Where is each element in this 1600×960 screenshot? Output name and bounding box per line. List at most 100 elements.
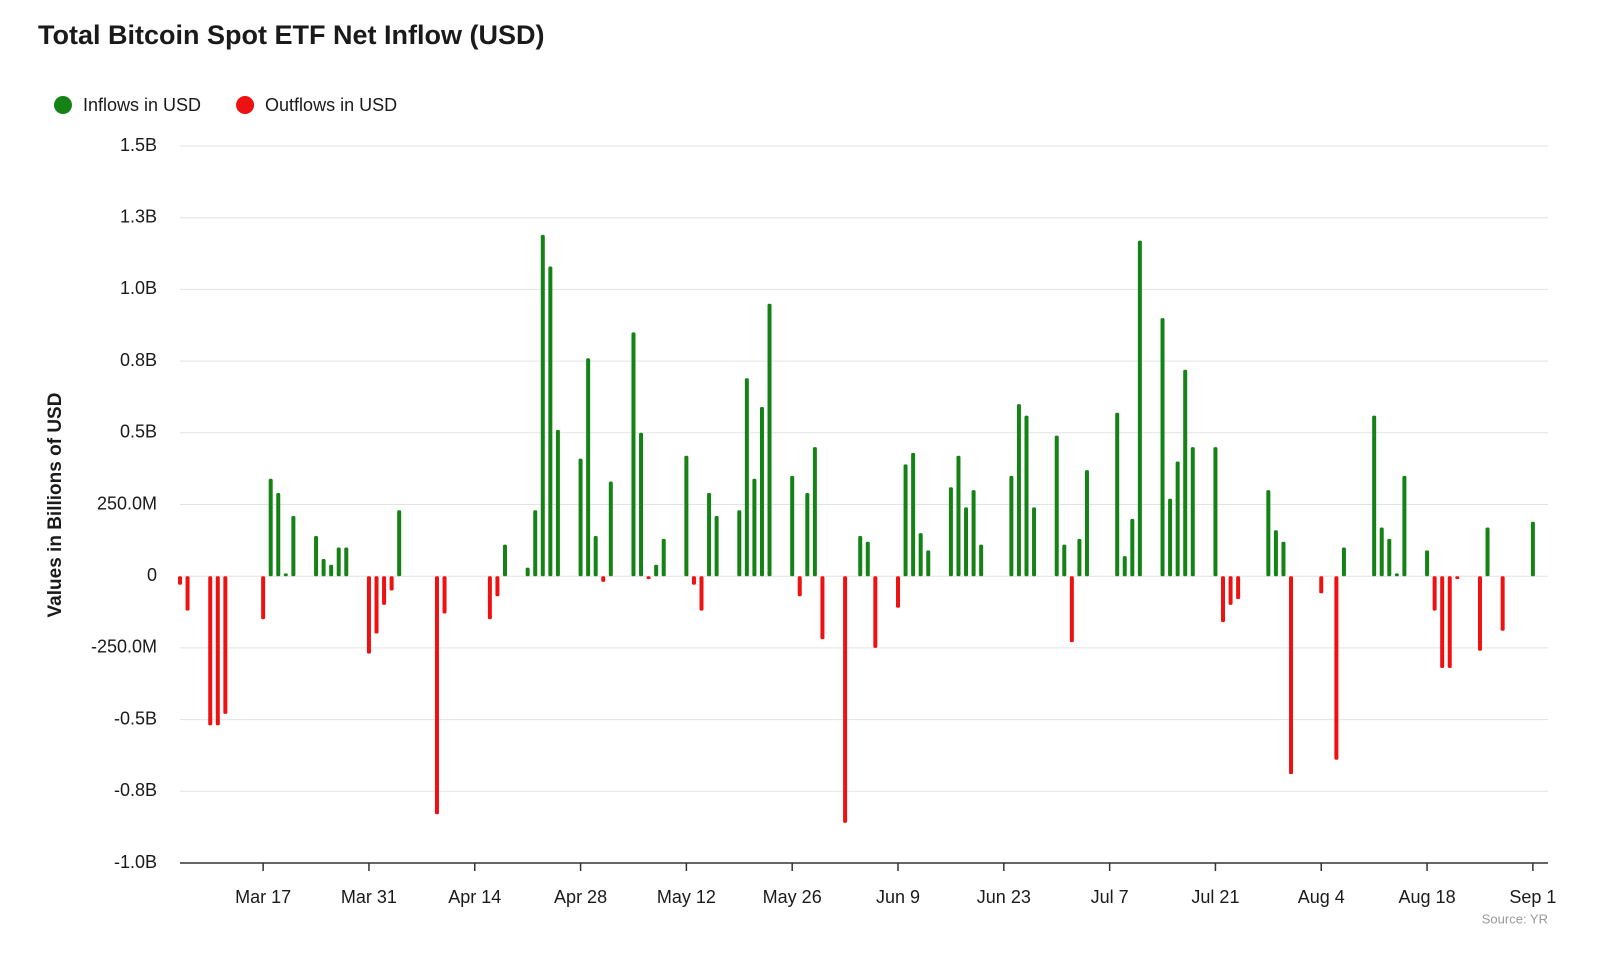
bar bbox=[903, 464, 908, 577]
bar bbox=[502, 544, 507, 577]
bar bbox=[1455, 576, 1460, 580]
bar bbox=[956, 455, 961, 577]
bar bbox=[767, 303, 772, 577]
y-tick-label: 1.0B bbox=[120, 278, 157, 298]
x-tick-label: Jun 23 bbox=[977, 887, 1031, 907]
bar bbox=[911, 452, 916, 577]
bar bbox=[185, 576, 190, 611]
bar bbox=[382, 576, 387, 605]
bar bbox=[178, 576, 182, 585]
bar bbox=[1054, 435, 1059, 577]
bar bbox=[684, 455, 689, 577]
bar bbox=[1530, 521, 1535, 577]
bar bbox=[555, 429, 560, 577]
bar bbox=[1221, 576, 1226, 623]
bar bbox=[276, 493, 281, 577]
bar bbox=[208, 576, 213, 726]
y-tick-label: -0.8B bbox=[114, 780, 157, 800]
bar bbox=[1069, 576, 1074, 643]
bar bbox=[752, 478, 757, 577]
bar bbox=[374, 576, 379, 634]
y-tick-label: -250.0M bbox=[91, 637, 157, 657]
x-tick-label: Mar 17 bbox=[235, 887, 291, 907]
bar bbox=[714, 515, 719, 577]
x-tick-label: May 26 bbox=[763, 887, 822, 907]
bar bbox=[1447, 576, 1452, 668]
bar bbox=[314, 536, 319, 577]
bar bbox=[1168, 498, 1173, 577]
bar bbox=[1402, 475, 1407, 577]
bar bbox=[948, 487, 953, 577]
bar bbox=[608, 481, 613, 577]
bar bbox=[1137, 240, 1142, 577]
bar bbox=[1477, 576, 1482, 651]
y-tick-label: 1.3B bbox=[120, 206, 157, 226]
bar bbox=[1122, 556, 1127, 577]
y-tick-label: 0.5B bbox=[120, 422, 157, 442]
bar bbox=[344, 547, 349, 577]
y-tick-label: -1.0B bbox=[114, 852, 157, 872]
bar bbox=[223, 576, 228, 714]
bar bbox=[797, 576, 802, 597]
bar bbox=[1500, 576, 1505, 631]
bar bbox=[843, 576, 848, 823]
bar bbox=[1175, 461, 1180, 577]
bar bbox=[865, 541, 870, 577]
bar bbox=[1372, 415, 1377, 577]
x-tick-label: Mar 31 bbox=[341, 887, 397, 907]
bar bbox=[1160, 318, 1165, 577]
y-tick-label: 0.8B bbox=[120, 350, 157, 370]
y-tick-label: 0 bbox=[147, 565, 157, 585]
bar bbox=[366, 576, 371, 654]
x-tick-label: Aug 18 bbox=[1399, 887, 1456, 907]
x-tick-label: Apr 14 bbox=[448, 887, 501, 907]
bar bbox=[918, 533, 923, 577]
x-tick-label: Jul 7 bbox=[1091, 887, 1129, 907]
bar bbox=[1425, 550, 1430, 577]
bar bbox=[533, 510, 538, 577]
bar bbox=[291, 515, 296, 577]
bar bbox=[661, 538, 666, 577]
x-tick-label: Aug 4 bbox=[1298, 887, 1345, 907]
bar bbox=[1077, 538, 1082, 577]
bar bbox=[1130, 518, 1135, 577]
bar bbox=[1341, 547, 1346, 577]
bar bbox=[336, 547, 341, 577]
bar bbox=[805, 493, 810, 577]
bar bbox=[1485, 527, 1490, 577]
bar bbox=[654, 564, 659, 577]
x-tick-label: Sep 1 bbox=[1509, 887, 1556, 907]
y-tick-label: 250.0M bbox=[97, 493, 157, 513]
bar bbox=[283, 573, 288, 577]
bar bbox=[586, 358, 591, 577]
bar bbox=[487, 576, 492, 620]
x-tick-label: Jul 21 bbox=[1191, 887, 1239, 907]
bar bbox=[631, 332, 636, 577]
bar bbox=[1236, 576, 1241, 600]
bar bbox=[1190, 447, 1195, 577]
y-axis-label: Values in Billions of USD bbox=[45, 393, 66, 618]
bar bbox=[1319, 576, 1324, 594]
bar bbox=[858, 536, 863, 577]
bar bbox=[1266, 490, 1271, 577]
bar bbox=[646, 576, 651, 580]
bar bbox=[495, 576, 500, 597]
bar bbox=[389, 576, 394, 591]
bar bbox=[321, 558, 326, 577]
bar bbox=[1016, 404, 1021, 577]
bar bbox=[329, 564, 334, 577]
bar bbox=[548, 266, 553, 577]
bar bbox=[820, 576, 825, 640]
bar bbox=[1440, 576, 1445, 668]
bar bbox=[964, 507, 969, 577]
bar bbox=[261, 576, 266, 620]
y-tick-label: -0.5B bbox=[114, 708, 157, 728]
bar bbox=[1213, 447, 1218, 577]
bar bbox=[639, 432, 644, 577]
bar bbox=[1289, 576, 1294, 775]
x-tick-label: Apr 28 bbox=[554, 887, 607, 907]
bar bbox=[1273, 530, 1278, 577]
bar bbox=[759, 406, 764, 577]
